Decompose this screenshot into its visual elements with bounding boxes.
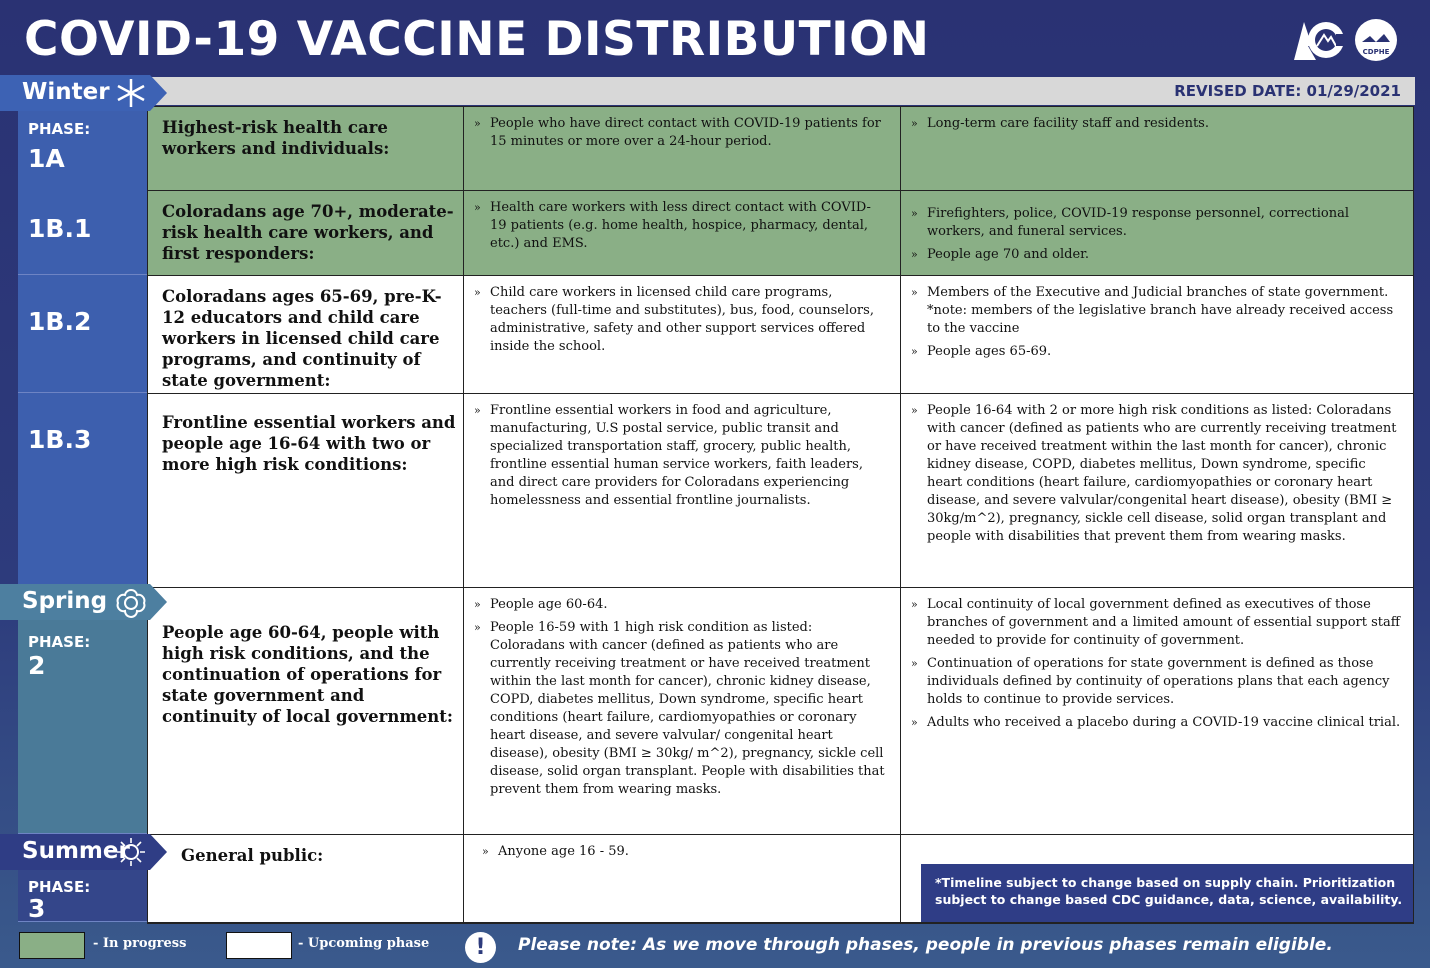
- table-row: General public: Anyone age 16 - 59.: [148, 835, 1413, 923]
- table-row: Coloradans age 70+, moderate-risk health…: [148, 191, 1413, 276]
- season-name: Spring: [22, 588, 108, 614]
- eligibility-column-2: Local continuity of local government def…: [901, 588, 1415, 834]
- phase-number: 3: [28, 894, 46, 923]
- season-name: Summer: [22, 838, 130, 864]
- bullet-item: Health care workers with less direct con…: [472, 199, 886, 253]
- eligibility-column-1: Health care workers with less direct con…: [464, 191, 901, 275]
- eligibility-column-2: Long-term care facility staff and reside…: [901, 107, 1415, 190]
- priority-group: General public:: [148, 835, 464, 922]
- season-name: Winter: [22, 79, 110, 105]
- priority-group: Coloradans age 70+, moderate-risk health…: [148, 191, 464, 275]
- bullet-item: Child care workers in licensed child car…: [472, 284, 886, 356]
- bullet-item: People ages 65-69.: [909, 343, 1401, 361]
- bullet-item: Long-term care facility staff and reside…: [909, 115, 1401, 133]
- season-tab-spring: Spring: [0, 584, 167, 620]
- please-note: Please note: As we move through phases, …: [518, 935, 1333, 955]
- bullet-item: People age 70 and older.: [909, 246, 1401, 264]
- priority-group: Frontline essential workers and people a…: [148, 394, 464, 587]
- bullet-item: People age 60-64.: [472, 596, 886, 614]
- eligibility-column-2: Firefighters, police, COVID-19 response …: [901, 191, 1415, 275]
- bullet-item: People who have direct contact with COVI…: [472, 115, 886, 151]
- page-title: COVID-19 VACCINE DISTRIBUTION: [24, 12, 930, 67]
- season-tab-summer: Summer: [0, 834, 167, 870]
- bullet-item: Firefighters, police, COVID-19 response …: [909, 205, 1401, 241]
- bullet-item: People 16-59 with 1 high risk condition …: [472, 619, 886, 799]
- eligibility-column-2: Members of the Executive and Judicial br…: [901, 276, 1415, 393]
- legend-upcoming: - Upcoming phase: [298, 936, 430, 951]
- legend-swatch-in-progress: [19, 932, 85, 959]
- revised-date: REVISED DATE: 01/29/2021: [1174, 82, 1401, 100]
- cdphe-text: CDPHE: [1363, 48, 1390, 56]
- bullet-item: People 16-64 with 2 or more high risk co…: [909, 402, 1401, 546]
- phase-cell: 1B.1: [18, 190, 147, 275]
- table-row: Highest-risk health care workers and ind…: [148, 107, 1413, 191]
- phase-label: PHASE:: [28, 878, 91, 896]
- bullet-item: Adults who received a placebo during a C…: [909, 714, 1401, 732]
- phase-cell: 1B.3: [18, 393, 147, 587]
- eligibility-column-2: People 16-64 with 2 or more high risk co…: [901, 394, 1415, 587]
- priority-group: Highest-risk health care workers and ind…: [148, 107, 464, 190]
- colorado-cdphe-logo: CDPHE: [1294, 19, 1397, 61]
- timeline-disclaimer: *Timeline subject to change based on sup…: [921, 864, 1413, 922]
- phase-number: 1B.1: [28, 214, 92, 243]
- priority-group: People age 60-64, people with high risk …: [148, 588, 464, 834]
- priority-group: Coloradans ages 65-69, pre-K-12 educator…: [148, 276, 464, 393]
- eligibility-column-1: Child care workers in licensed child car…: [464, 276, 901, 393]
- phase-cell: PHASE: 1A: [18, 106, 147, 191]
- revised-date-bar: REVISED DATE: 01/29/2021: [150, 77, 1415, 105]
- bullet-item: Continuation of operations for state gov…: [909, 655, 1401, 709]
- eligibility-column-1: Frontline essential workers in food and …: [464, 394, 901, 587]
- phase-number: 1B.2: [28, 307, 92, 336]
- table-row: Frontline essential workers and people a…: [148, 394, 1413, 588]
- table-row: People age 60-64, people with high risk …: [148, 588, 1413, 835]
- phase-number: 1A: [28, 144, 65, 173]
- phase-cell: PHASE: 2: [18, 587, 147, 834]
- exclamation-icon: !: [465, 932, 496, 963]
- table-row: Coloradans ages 65-69, pre-K-12 educator…: [148, 276, 1413, 394]
- season-tab-winter: Winter: [0, 75, 167, 111]
- eligibility-column-1: People age 60-64. People 16-59 with 1 hig…: [464, 588, 901, 834]
- bullet-item: Anyone age 16 - 59.: [480, 843, 886, 861]
- phase-label: PHASE:: [28, 120, 91, 138]
- bullet-item: Members of the Executive and Judicial br…: [909, 284, 1401, 338]
- eligibility-column-1: Anyone age 16 - 59.: [464, 835, 901, 922]
- phase-number: 2: [28, 651, 46, 680]
- phase-number: 1B.3: [28, 425, 92, 454]
- eligibility-column-1: People who have direct contact with COVI…: [464, 107, 901, 190]
- legend-swatch-upcoming: [226, 932, 292, 959]
- bullet-item: Frontline essential workers in food and …: [472, 402, 886, 510]
- distribution-table: Highest-risk health care workers and ind…: [147, 106, 1414, 924]
- phase-label: PHASE:: [28, 633, 91, 651]
- legend-in-progress: - In progress: [93, 936, 187, 951]
- bullet-item: Local continuity of local government def…: [909, 596, 1401, 650]
- phase-cell: 1B.2: [18, 275, 147, 393]
- legend: - In progress - Upcoming phase: [0, 931, 1430, 961]
